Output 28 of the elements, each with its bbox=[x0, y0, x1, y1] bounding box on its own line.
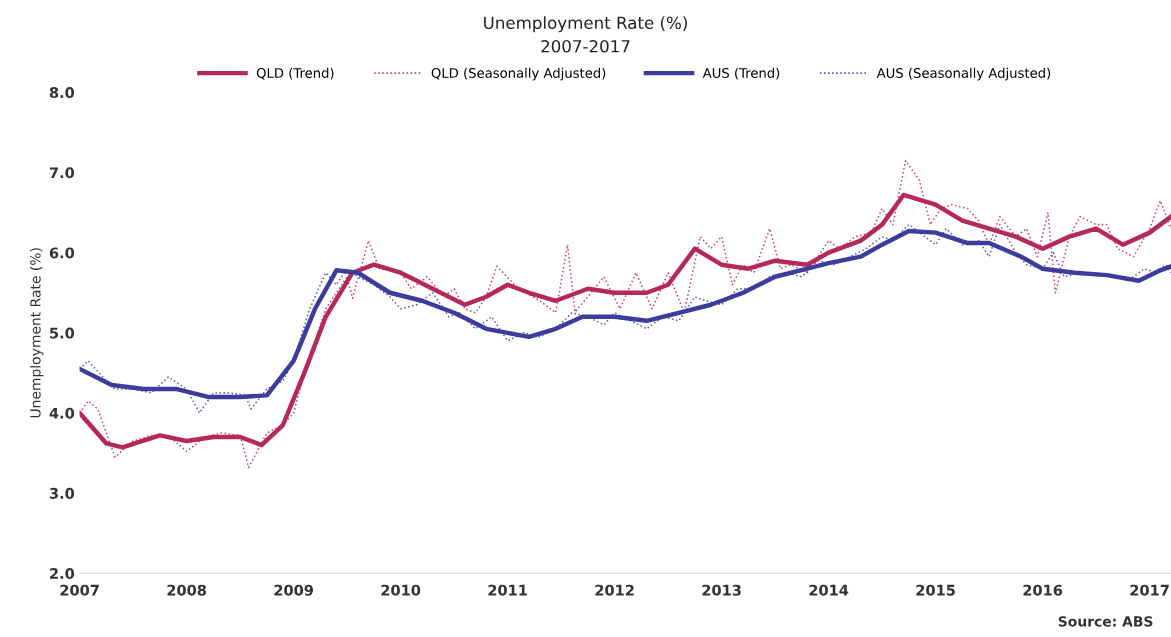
y-tick-label: 3.0 bbox=[49, 487, 75, 499]
x-tick-label: 2017 bbox=[1130, 584, 1169, 596]
chart-title: Unemployment Rate (%) bbox=[484, 16, 687, 33]
x-tick-label: 2015 bbox=[916, 584, 955, 596]
x-tick-label: 2008 bbox=[167, 584, 207, 596]
x-tick-label: 2007 bbox=[60, 584, 99, 596]
legend-label: AUS (Trend) bbox=[702, 67, 780, 80]
y-tick-label: 7.0 bbox=[49, 167, 75, 179]
x-tick-label: 2013 bbox=[702, 584, 741, 596]
x-tick-label: 2010 bbox=[381, 584, 421, 596]
x-tick-label: 2012 bbox=[595, 584, 634, 596]
line-series bbox=[79, 192, 1171, 450]
x-tick-label: 2009 bbox=[274, 584, 313, 596]
y-tick-label: 5.0 bbox=[50, 327, 75, 339]
legend-label: QLD (Seasonally Adjusted) bbox=[431, 67, 606, 81]
x-tick-label: 2011 bbox=[488, 584, 527, 596]
y-tick-label: 6.0 bbox=[49, 247, 75, 259]
line-series bbox=[79, 159, 1171, 469]
legend-label: AUS (Seasonally Adjusted) bbox=[876, 67, 1051, 81]
y-tick-label: 8.0 bbox=[49, 87, 75, 99]
y-axis-title: Unemployment Rate (%) bbox=[29, 248, 44, 418]
chart-subtitle: 2007-2017 bbox=[541, 40, 630, 53]
y-tick-label: 4.0 bbox=[49, 407, 75, 419]
x-tick-label: 2014 bbox=[809, 584, 849, 596]
source-note: Source: ABS bbox=[1058, 616, 1153, 627]
legend-label: QLD (Trend) bbox=[256, 67, 334, 80]
y-tick-label: 2.0 bbox=[50, 568, 75, 580]
x-tick-label: 2016 bbox=[1023, 584, 1063, 596]
